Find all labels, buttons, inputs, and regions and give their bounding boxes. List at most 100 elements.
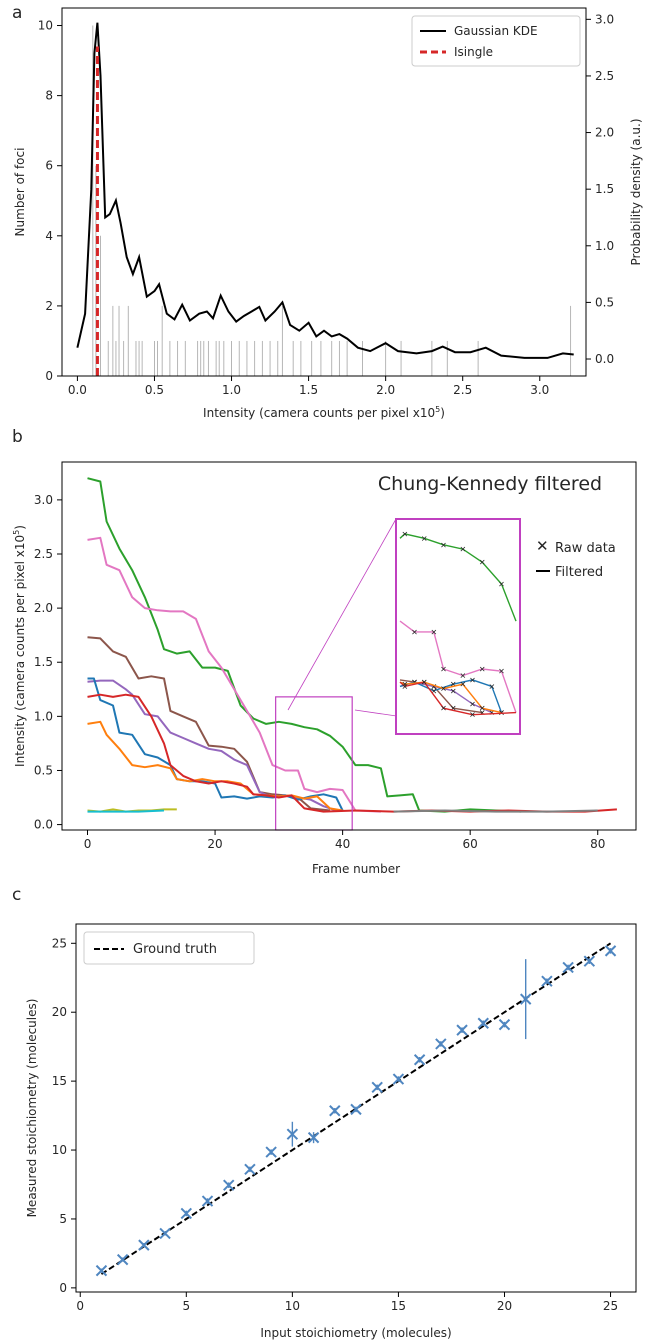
panel-b-x-tick-label: 60 bbox=[463, 837, 478, 851]
inset-raw-marker: ✕ bbox=[479, 704, 486, 713]
panel-a-x-tick-label: 3.0 bbox=[530, 383, 549, 397]
panel-c-y-tick-label: 20 bbox=[52, 1005, 67, 1019]
legend-ground-truth-label: Ground truth bbox=[133, 942, 217, 957]
data-point bbox=[477, 1017, 489, 1029]
panel-c-xlabel: Input stoichiometry (molecules) bbox=[260, 1326, 451, 1340]
panel-b-x-tick-label: 40 bbox=[335, 837, 350, 851]
inset-raw-marker: ✕ bbox=[479, 558, 486, 567]
panel-a-x-tick-label: 1.5 bbox=[299, 383, 318, 397]
panel-b-xlabel: Frame number bbox=[312, 862, 400, 876]
inset-raw-marker: ✕ bbox=[459, 545, 466, 554]
trace-line bbox=[393, 809, 598, 813]
panel-c-y-tick-label: 5 bbox=[59, 1212, 67, 1226]
inset-raw-marker: ✕ bbox=[430, 687, 437, 696]
inset-raw-marker: ✕ bbox=[469, 676, 476, 685]
inset-raw-marker: ✕ bbox=[411, 628, 418, 637]
inset-raw-marker: ✕ bbox=[401, 682, 408, 691]
panel-b-y-tick-label: 0.5 bbox=[34, 763, 53, 777]
panel-a-y-tick-label: 2 bbox=[45, 299, 53, 313]
inset-raw-marker: ✕ bbox=[401, 530, 408, 539]
panel-a-ylabel: Number of foci bbox=[13, 148, 27, 237]
data-point bbox=[435, 1038, 447, 1050]
inset-raw-marker: ✕ bbox=[401, 680, 408, 689]
panel-c-y-tick-label: 10 bbox=[52, 1143, 67, 1157]
panel-b-y-tick-label: 0.0 bbox=[34, 818, 53, 832]
inset-raw-marker: ✕ bbox=[450, 680, 457, 689]
panel-a-y-tick-label: 10 bbox=[38, 19, 53, 33]
inset-raw-marker: ✕ bbox=[479, 709, 486, 718]
data-point bbox=[604, 945, 617, 957]
inset-raw-marker: ✕ bbox=[459, 672, 466, 681]
panel-a-y-tick-label: 0 bbox=[45, 369, 53, 383]
data-point bbox=[392, 1073, 405, 1085]
panel-c-x-tick-label: 25 bbox=[603, 1299, 618, 1313]
panel-a-y-tick-label: 6 bbox=[45, 159, 53, 173]
panel-b-y-tick-label: 1.0 bbox=[34, 709, 53, 723]
inset-raw-marker: ✕ bbox=[421, 678, 428, 687]
panel-c-plot-area: 0 5 10 15 20 25 0 5 10 15 20 25 bbox=[52, 936, 618, 1313]
panel-a-yright-tick-label: 0.5 bbox=[595, 295, 614, 309]
legend-filtered-label: Filtered bbox=[555, 565, 603, 580]
panel-a-legend-box bbox=[411, 15, 581, 67]
inset-trace-line bbox=[399, 620, 517, 713]
kde-line bbox=[76, 22, 574, 359]
legend-raw-swatch: ✕ bbox=[536, 537, 549, 555]
panel-a-x-tick-label: 2.0 bbox=[376, 383, 395, 397]
panel-c-y-tick-label: 0 bbox=[59, 1281, 67, 1295]
data-point bbox=[138, 1239, 150, 1251]
panel-a-y-tick-label: 4 bbox=[45, 229, 53, 243]
inset-trace-line bbox=[399, 533, 517, 622]
inset-raw-marker: ✕ bbox=[469, 700, 476, 709]
inset-raw-marker: ✕ bbox=[440, 541, 447, 550]
data-point bbox=[201, 1195, 214, 1207]
panel-a-yright-tick-label: 2.5 bbox=[595, 69, 614, 83]
data-point bbox=[541, 975, 553, 987]
panel-a-yright-tick-label: 1.5 bbox=[595, 182, 614, 196]
inset-raw-marker: ✕ bbox=[450, 704, 457, 713]
inset-raw-marker: ✕ bbox=[450, 687, 457, 696]
trace-line bbox=[87, 536, 381, 813]
panel-a-plot-area: 0.0 0.5 1.0 1.5 2.0 2.5 3.0 0 2 4 6 8 10 0.0 0.5 1.0 1.5… bbox=[38, 12, 614, 397]
data-point bbox=[116, 1253, 129, 1266]
panel-a-axes-frame bbox=[61, 7, 587, 377]
inset-raw-marker: ✕ bbox=[459, 680, 466, 689]
inset-trace-line bbox=[399, 681, 502, 714]
panel-c-x-tick-label: 0 bbox=[76, 1299, 84, 1313]
panel-a-yright-tick-label: 1.0 bbox=[595, 239, 614, 253]
inset-connector-top bbox=[287, 518, 397, 711]
data-point bbox=[329, 1105, 341, 1117]
panel-a-legend: Gaussian KDE Isingle bbox=[411, 15, 581, 67]
panel-b-ylabel: Intensity (camera counts per pixel x105) bbox=[12, 525, 27, 767]
panel-b-plot-area: 0 20 40 60 80 0.0 0.5 1.0 1.5 2.0 2.5 3.0 bbox=[34, 477, 617, 851]
data-point bbox=[413, 1054, 426, 1066]
data-point bbox=[456, 1024, 468, 1036]
panel-a-yright-tick-label: 0.0 bbox=[595, 352, 614, 366]
panel-c-axes-frame bbox=[75, 923, 637, 1293]
inset-trace-line bbox=[399, 681, 517, 716]
inset-frame bbox=[395, 518, 521, 735]
panel-b-inset: ✕ ✕✕ ✕✕✕✕ ✕✕✕✕ ✕✕ ✕✕ ✕✕ ✕ ✕✕✕✕✕✕ ✕✕✕✕ ✕✕ ✕✕ ✕✕ ✕✕✕ bbox=[287, 518, 521, 735]
panel-a-x-tick-label: 1.0 bbox=[222, 383, 241, 397]
panel-b-y-tick-label: 2.5 bbox=[34, 547, 53, 561]
inset-raw-marker: ✕ bbox=[488, 682, 495, 691]
data-point bbox=[286, 1128, 299, 1140]
inset-raw-marker: ✕ bbox=[440, 685, 447, 694]
panel-b-x-tick-label: 20 bbox=[207, 837, 222, 851]
data-point bbox=[562, 961, 574, 974]
panel-b-letter: b bbox=[12, 427, 23, 447]
panel-b-y-tick-label: 2.0 bbox=[34, 601, 53, 615]
data-point bbox=[307, 1131, 320, 1144]
trace-line bbox=[87, 809, 165, 813]
panel-a: a 0.0 0.5 1.0 1.5 2.0 2.5 3.0 0 2 4 6 8 10 0.0 0.5 1.0 1… bbox=[12, 3, 643, 420]
panel-c-x-tick-label: 5 bbox=[182, 1299, 190, 1313]
legend-raw-label: Raw data bbox=[555, 541, 616, 556]
data-point bbox=[583, 955, 596, 967]
panel-c-y-tick-label: 25 bbox=[52, 936, 67, 950]
panel-a-ylabel-right: Probability density (a.u.) bbox=[629, 118, 643, 265]
panel-b-x-tick-label: 0 bbox=[84, 837, 92, 851]
panel-b-y-tick-label: 1.5 bbox=[34, 655, 53, 669]
panel-a-y-tick-label: 8 bbox=[45, 89, 53, 103]
inset-raw-marker: ✕ bbox=[479, 665, 486, 674]
panel-c-x-tick-label: 10 bbox=[285, 1299, 300, 1313]
